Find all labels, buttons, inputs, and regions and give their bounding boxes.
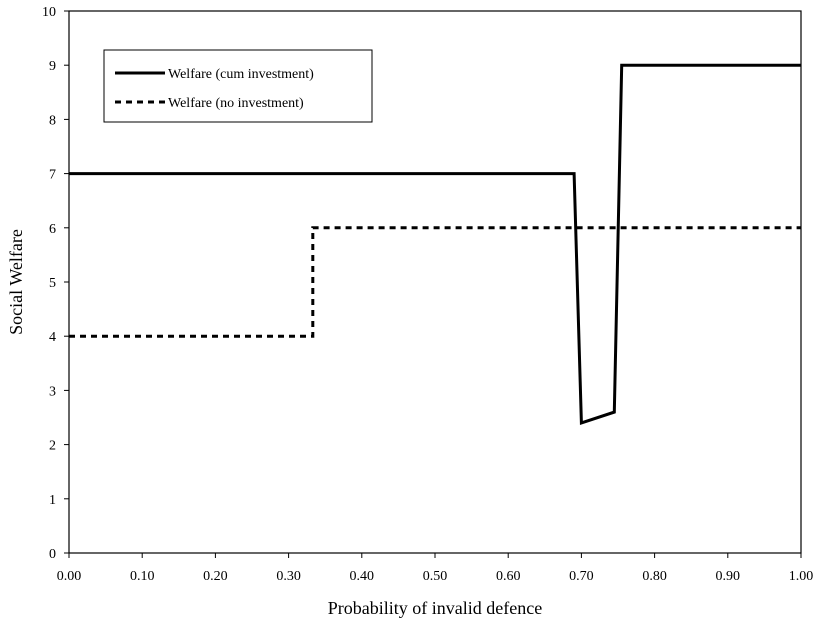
y-tick-label: 5: [49, 276, 56, 291]
y-axis-ticks: 0 1 2 3 4 5 6 7 8 9 10: [42, 5, 69, 562]
x-tick-label: 0.80: [642, 569, 667, 584]
y-tick-label: 7: [49, 168, 56, 183]
x-tick-label: 0.00: [57, 569, 82, 584]
y-axis-title: Social Welfare: [6, 229, 26, 335]
series-line-cum-investment: [69, 63, 801, 425]
y-tick-label: 2: [49, 439, 56, 454]
series-line-no-investment: [69, 226, 801, 338]
y-tick-label: 9: [49, 59, 56, 74]
y-tick-label: 10: [42, 5, 56, 20]
legend-label-no-investment: Welfare (no investment): [168, 96, 304, 111]
x-tick-label: 0.30: [276, 569, 301, 584]
x-tick-label: 0.60: [496, 569, 521, 584]
legend-label-cum-investment: Welfare (cum investment): [168, 67, 314, 82]
x-axis-title: Probability of invalid defence: [328, 598, 542, 618]
plot-area-frame: [68, 10, 802, 554]
y-tick-label: 0: [49, 547, 56, 562]
x-tick-label: 0.20: [203, 569, 228, 584]
x-tick-label: 0.40: [350, 569, 375, 584]
legend-box: [103, 49, 373, 123]
x-tick-label: 0.70: [569, 569, 594, 584]
y-tick-label: 1: [49, 493, 56, 508]
y-tick-label: 4: [49, 330, 56, 345]
legend: Welfare (cum investment) Welfare (no inv…: [103, 49, 373, 123]
series-layer: [69, 63, 801, 425]
y-tick-label: 6: [49, 222, 56, 237]
x-axis-ticks: 0.00 0.10 0.20 0.30 0.40 0.50 0.60 0.70 0.80 0.90…: [57, 553, 814, 584]
x-tick-label: 0.10: [130, 569, 155, 584]
y-tick-label: 8: [49, 113, 56, 128]
x-tick-label: 0.50: [423, 569, 448, 584]
x-tick-label: 1.00: [789, 569, 814, 584]
x-tick-label: 0.90: [716, 569, 741, 584]
y-tick-label: 3: [49, 384, 56, 399]
